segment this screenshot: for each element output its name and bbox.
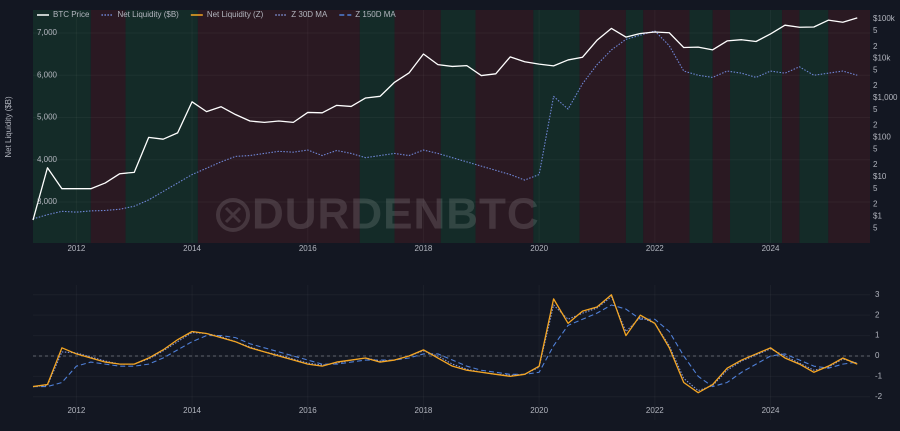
x-tick-label: 2020 xyxy=(530,406,548,415)
regime-band xyxy=(33,10,91,243)
y-tick-label: 4,000 xyxy=(37,155,58,164)
regime-band xyxy=(475,10,534,243)
regime-band xyxy=(625,10,644,243)
y2-tick-label: 5 xyxy=(873,105,878,114)
series-line xyxy=(33,304,858,388)
legend-label: Z 150D MA xyxy=(355,10,396,19)
regime-band xyxy=(533,10,580,243)
y-tick-label: 3,000 xyxy=(37,197,58,206)
x-tick-label: 2012 xyxy=(67,244,85,253)
legend: BTC Price Net Liquidity ($B) Net Liquidity… xyxy=(37,10,396,19)
y2-tick-label: 2 xyxy=(873,81,878,90)
y-tick-label: 5,000 xyxy=(37,113,58,122)
y2-tick-label: 2 xyxy=(873,121,878,130)
series-line xyxy=(32,294,858,394)
series-line xyxy=(32,30,858,220)
regime-band xyxy=(828,10,870,243)
y2-tick-label: 5 xyxy=(873,66,878,75)
y-axis-label: Net Liquidity ($B) xyxy=(4,96,13,158)
regime-band xyxy=(440,10,476,243)
y-tick-label: 1 xyxy=(875,331,880,340)
series-line xyxy=(32,296,858,392)
y2-tick-label: 5 xyxy=(873,26,878,35)
y2-tick-label: 2 xyxy=(873,42,878,51)
y-tick-label: 2 xyxy=(875,310,880,319)
y2-tick-label: $10 xyxy=(873,172,887,181)
legend-label: BTC Price xyxy=(53,10,90,19)
regime-band xyxy=(394,10,441,243)
y2-tick-label: 5 xyxy=(873,223,878,232)
x-tick-label: 2022 xyxy=(646,406,664,415)
y2-tick-label: 5 xyxy=(873,184,878,193)
x-tick-label: 2014 xyxy=(183,244,201,253)
labels: Net Liquidity ($B) 2012 2014 2016 2018 2020 2… xyxy=(4,14,898,415)
y2-tick-label: $100k xyxy=(873,14,896,23)
y2-tick-label: $10k xyxy=(873,54,891,63)
x-tick-label: 2024 xyxy=(762,406,780,415)
y-tick-label: -2 xyxy=(875,392,883,401)
legend-label: Z 30D MA xyxy=(291,10,328,19)
y2-tick-label: $1 xyxy=(873,211,882,220)
x-tick-label: 2024 xyxy=(762,244,780,253)
series xyxy=(32,17,858,394)
x-tick-label: 2022 xyxy=(646,244,664,253)
y-tick-label: -1 xyxy=(875,371,883,380)
x-tick-label: 2016 xyxy=(299,406,317,415)
watermark-logo-x xyxy=(224,206,242,224)
legend-label: Net Liquidity ($B) xyxy=(117,10,179,19)
regime-band xyxy=(579,10,626,243)
y2-tick-label: 2 xyxy=(873,200,878,209)
regime-band xyxy=(125,10,198,243)
grid xyxy=(33,10,870,420)
y-tick-label: 0 xyxy=(875,351,880,360)
x-tick-label: 2016 xyxy=(299,244,317,253)
regime-band xyxy=(782,10,800,243)
regime-band xyxy=(799,10,829,243)
x-tick-label: 2018 xyxy=(415,244,433,253)
watermark: DURDENBTC xyxy=(216,190,540,239)
regime-band xyxy=(359,10,395,243)
y2-tick-label: 5 xyxy=(873,144,878,153)
y2-tick-label: $100 xyxy=(873,133,891,142)
regime-band xyxy=(643,10,690,243)
x-tick-label: 2014 xyxy=(183,406,201,415)
x-tick-label: 2018 xyxy=(415,406,433,415)
watermark-text: DURDENBTC xyxy=(252,190,540,239)
regime-band xyxy=(730,10,783,243)
x-tick-label: 2020 xyxy=(530,244,548,253)
regime-band xyxy=(712,10,731,243)
legend-label: Net Liquidity (Z) xyxy=(207,10,264,19)
y-tick-label: 6,000 xyxy=(37,70,58,79)
watermark-logo xyxy=(216,198,250,232)
series-line xyxy=(32,17,858,221)
regions xyxy=(33,10,870,243)
regime-band xyxy=(197,10,360,243)
y-tick-label: 3 xyxy=(875,290,880,299)
y2-tick-label: 2 xyxy=(873,160,878,169)
y-tick-label: 7,000 xyxy=(37,28,58,37)
y2-tick-label: $1,000 xyxy=(873,93,898,102)
regime-band xyxy=(90,10,126,243)
x-tick-label: 2012 xyxy=(67,406,85,415)
regime-band xyxy=(689,10,713,243)
